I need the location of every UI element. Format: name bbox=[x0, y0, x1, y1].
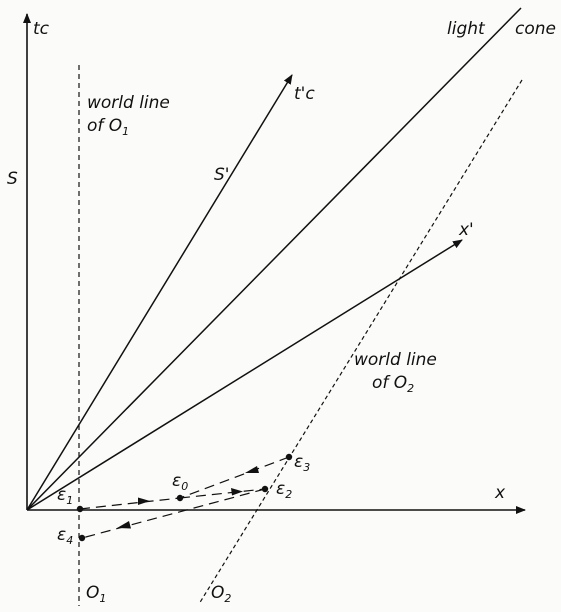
world-line-o2 bbox=[198, 79, 523, 605]
event-e0-dot bbox=[176, 494, 184, 502]
event-e1-label: ε1 bbox=[57, 485, 73, 507]
event-e4-dot bbox=[78, 534, 86, 542]
event-e3-dot bbox=[285, 453, 293, 461]
t-prime-c-axis bbox=[26, 74, 293, 511]
light-cone-line bbox=[26, 7, 522, 511]
world-line-o1-label-line1: world line bbox=[87, 93, 170, 113]
x-prime-axis-label: x' bbox=[458, 220, 474, 240]
arrow-e2-e4 bbox=[117, 521, 131, 529]
o2-foot-label: O2 bbox=[211, 583, 231, 605]
event-e3-label: ε3 bbox=[294, 452, 310, 474]
signal-e2-e4 bbox=[81, 488, 266, 539]
event-e2-dot bbox=[261, 485, 269, 493]
event-e4-label: ε4 bbox=[57, 525, 73, 547]
event-e0-label: ε0 bbox=[172, 471, 188, 493]
frame-s-prime-label: S' bbox=[214, 165, 229, 185]
light-cone-label-part1: light bbox=[447, 19, 486, 39]
x-prime-axis bbox=[26, 239, 463, 511]
t-prime-c-axis-label: t'c bbox=[294, 84, 315, 104]
arrow-e1-e0 bbox=[138, 497, 150, 505]
light-cone-label-part2: cone bbox=[515, 19, 556, 39]
signal-e0-e2 bbox=[179, 488, 266, 499]
world-line-o1-label-line2: of O1 bbox=[87, 116, 129, 138]
x-axis-label: x bbox=[494, 483, 506, 503]
o1-foot-label: O1 bbox=[86, 583, 106, 605]
event-e1-dot bbox=[76, 505, 84, 513]
event-e2-label: ε2 bbox=[276, 479, 292, 501]
world-line-o2-label-line2: of O2 bbox=[372, 373, 414, 395]
tc-axis-label: tc bbox=[33, 19, 50, 39]
world-line-o2-label-line1: world line bbox=[354, 350, 437, 370]
signal-e1-e0 bbox=[79, 497, 181, 510]
frame-s-label: S bbox=[7, 169, 18, 189]
arrow-e3-e0 bbox=[245, 466, 259, 473]
arrow-e0-e2 bbox=[231, 488, 243, 496]
signal-e3-e0 bbox=[179, 456, 290, 499]
